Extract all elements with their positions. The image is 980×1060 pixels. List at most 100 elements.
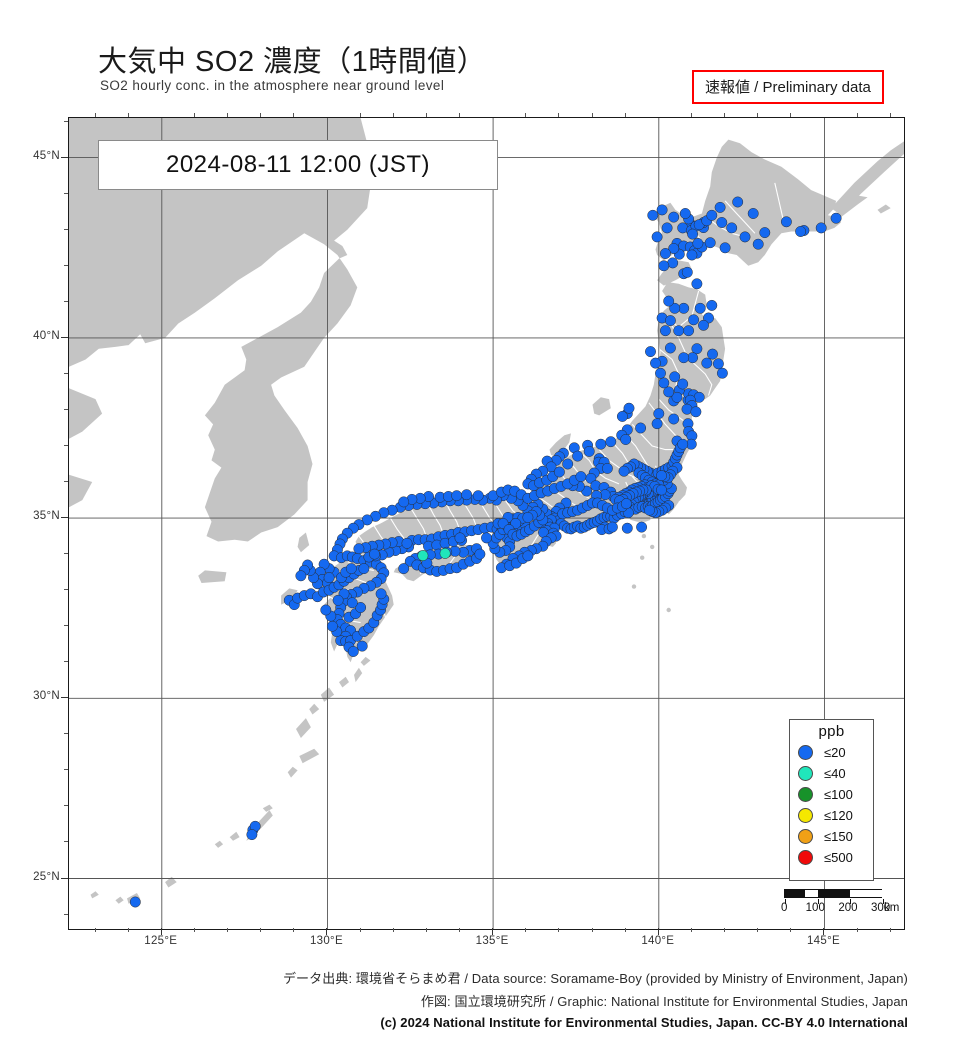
legend-row-20[interactable]: ≤20 (790, 742, 873, 763)
station-point[interactable] (572, 450, 584, 462)
station-point[interactable] (358, 563, 370, 575)
station-point[interactable] (664, 315, 676, 327)
station-point[interactable] (719, 242, 731, 254)
station-point[interactable] (694, 302, 706, 314)
station-point[interactable] (659, 325, 671, 337)
station-point[interactable] (398, 496, 410, 508)
station-point[interactable] (601, 462, 613, 474)
station-point[interactable] (673, 325, 685, 337)
station-point[interactable] (678, 352, 690, 364)
station-point[interactable] (815, 222, 827, 234)
station-point[interactable] (606, 521, 618, 533)
station-point[interactable] (698, 319, 709, 331)
station-point[interactable] (417, 550, 429, 562)
station-point[interactable] (683, 325, 695, 337)
station-point[interactable] (481, 532, 492, 544)
station-point[interactable] (375, 588, 387, 600)
station-point[interactable] (461, 489, 473, 501)
station-point[interactable] (295, 570, 307, 582)
station-point[interactable] (451, 490, 463, 502)
station-point[interactable] (780, 216, 792, 228)
station-point[interactable] (830, 212, 842, 224)
station-point[interactable] (129, 896, 141, 908)
station-point[interactable] (636, 521, 648, 533)
station-point[interactable] (692, 237, 704, 249)
station-point[interactable] (668, 413, 680, 425)
station-point[interactable] (656, 470, 667, 482)
station-point[interactable] (401, 537, 413, 549)
station-point[interactable] (739, 231, 751, 243)
station-point[interactable] (759, 227, 771, 239)
station-point[interactable] (668, 243, 680, 254)
station-point[interactable] (355, 602, 367, 613)
station-point[interactable] (618, 465, 630, 477)
station-point[interactable] (668, 211, 680, 223)
station-point[interactable] (726, 222, 738, 234)
station-point[interactable] (644, 504, 655, 516)
station-point[interactable] (677, 378, 689, 390)
station-point[interactable] (320, 604, 332, 616)
station-point[interactable] (669, 371, 681, 383)
station-point[interactable] (714, 201, 726, 213)
station-point[interactable] (687, 228, 699, 240)
station-point[interactable] (398, 563, 410, 575)
station-point[interactable] (661, 222, 673, 234)
station-point[interactable] (752, 238, 764, 250)
station-point[interactable] (345, 563, 357, 575)
station-point[interactable] (472, 490, 484, 502)
legend-row-150[interactable]: ≤150 (790, 826, 873, 847)
station-point[interactable] (522, 550, 534, 562)
station-point[interactable] (669, 302, 681, 314)
station-point[interactable] (686, 249, 698, 261)
station-point[interactable] (332, 594, 344, 606)
station-point[interactable] (747, 208, 759, 219)
station-point[interactable] (716, 367, 728, 379)
station-point[interactable] (653, 408, 665, 420)
station-point[interactable] (553, 466, 565, 478)
station-point[interactable] (439, 547, 451, 559)
station-point[interactable] (677, 438, 689, 450)
station-point[interactable] (704, 237, 716, 249)
legend-row-100[interactable]: ≤100 (790, 784, 873, 805)
station-point[interactable] (795, 226, 807, 237)
station-point[interactable] (353, 543, 365, 555)
station-point[interactable] (691, 278, 703, 290)
station-point[interactable] (595, 438, 607, 450)
station-point[interactable] (346, 597, 358, 609)
station-point[interactable] (635, 422, 647, 434)
map-canvas[interactable] (68, 117, 905, 930)
station-point[interactable] (656, 484, 667, 496)
station-point[interactable] (361, 514, 373, 526)
station-point[interactable] (690, 406, 702, 418)
station-point[interactable] (621, 522, 633, 534)
station-point[interactable] (658, 377, 670, 389)
station-point[interactable] (623, 402, 635, 414)
station-point[interactable] (663, 386, 675, 398)
station-point[interactable] (562, 458, 574, 470)
station-point[interactable] (716, 217, 728, 228)
station-point[interactable] (658, 260, 670, 272)
station-point[interactable] (645, 346, 656, 358)
station-point[interactable] (663, 295, 675, 307)
station-point[interactable] (620, 434, 632, 445)
station-point[interactable] (651, 418, 663, 430)
station-point[interactable] (706, 209, 718, 221)
station-point[interactable] (605, 436, 617, 448)
station-point[interactable] (650, 357, 661, 369)
station-point[interactable] (707, 348, 718, 360)
station-point[interactable] (681, 266, 693, 278)
station-point[interactable] (474, 548, 486, 560)
station-point[interactable] (323, 572, 335, 584)
station-point[interactable] (583, 445, 595, 457)
station-point[interactable] (454, 532, 466, 544)
station-point[interactable] (701, 357, 713, 369)
station-point[interactable] (326, 620, 338, 632)
station-point[interactable] (522, 511, 534, 523)
station-point[interactable] (671, 391, 683, 403)
station-point[interactable] (620, 498, 632, 510)
station-point[interactable] (655, 367, 666, 379)
station-point[interactable] (659, 248, 671, 259)
station-point[interactable] (706, 299, 718, 311)
station-point[interactable] (647, 209, 659, 221)
station-point[interactable] (651, 231, 663, 243)
